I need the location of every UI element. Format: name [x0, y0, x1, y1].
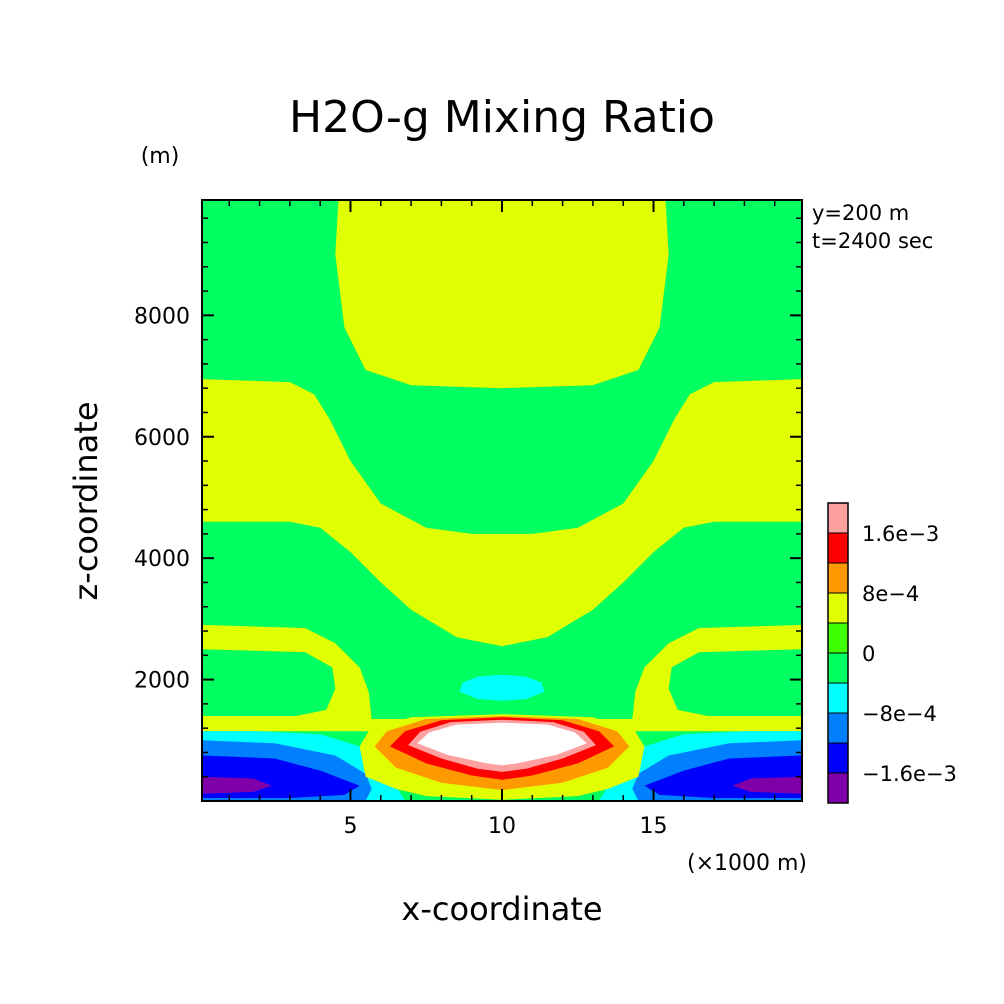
lower-positive-band-region: [202, 624, 802, 732]
colorbar-label: 0: [862, 642, 875, 666]
y-tick-label: 8000: [134, 304, 190, 329]
contour-regions: [202, 200, 802, 801]
x-axis-label: x-coordinate: [401, 890, 602, 928]
colorbar-swatch: [828, 503, 848, 533]
colorbar-swatch: [828, 533, 848, 563]
plot-frame: [201, 199, 803, 802]
x-axis-units: (×1000 m): [687, 851, 807, 876]
small-negative-blob-region: [459, 674, 545, 701]
colorbar-swatch: [828, 563, 848, 593]
x-tick-label: 5: [343, 814, 357, 839]
colorbar-swatch: [828, 773, 848, 803]
colorbar-swatch: [828, 623, 848, 653]
chart-title: H2O-g Mixing Ratio: [289, 92, 715, 143]
y-tick-label: 2000: [134, 669, 190, 694]
tick-labels: 5 10 15 2000 4000 6000 8000: [134, 304, 668, 839]
left-upper-positive-band-region: [202, 379, 802, 647]
y-axis-units: (m): [141, 144, 180, 169]
colorbar-swatch: [828, 743, 848, 773]
y-tick-label: 6000: [134, 426, 190, 451]
colorbar-label: 8e−4: [862, 582, 919, 606]
colorbar-swatch: [828, 683, 848, 713]
colorbar-swatch: [828, 653, 848, 683]
y-tick-label: 4000: [134, 547, 190, 572]
colorbar-label: −1.6e−3: [862, 762, 957, 786]
colorbar-swatch: [828, 593, 848, 623]
colorbar: −1.6e−3 −8e−4 0 8e−4 1.6e−3: [827, 502, 957, 804]
left-surface-purple-region: [202, 776, 272, 794]
colorbar-label: 1.6e−3: [862, 522, 939, 546]
y-axis-label: z-coordinate: [67, 401, 105, 600]
colorbar-swatch: [828, 713, 848, 743]
right-surface-purple-region: [732, 776, 802, 794]
annotation-y-slice: y=200 m: [812, 201, 909, 225]
colorbar-label: −8e−4: [862, 702, 937, 726]
central-white-core-region: [417, 722, 587, 766]
annotation-time: t=2400 sec: [812, 229, 933, 253]
x-tick-label: 15: [640, 814, 668, 839]
x-tick-label: 10: [488, 814, 516, 839]
upper-positive-lobe-region: [335, 200, 669, 389]
